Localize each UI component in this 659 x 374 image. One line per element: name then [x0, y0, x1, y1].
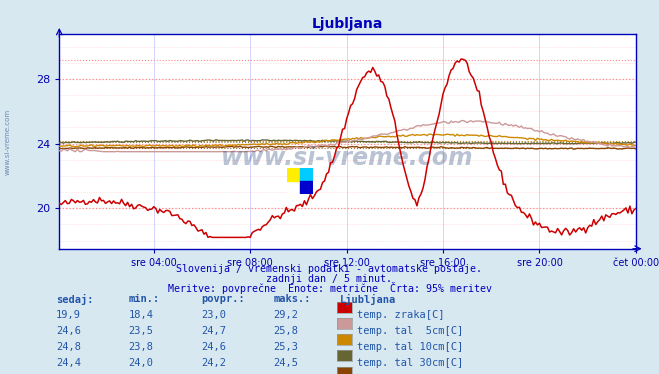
Text: Meritve: povprečne  Enote: metrične  Črta: 95% meritev: Meritve: povprečne Enote: metrične Črta:…	[167, 282, 492, 294]
Text: 19,9: 19,9	[56, 310, 81, 320]
Bar	[300, 168, 313, 181]
Text: sedaj:: sedaj:	[56, 294, 94, 304]
Text: www.si-vreme.com: www.si-vreme.com	[221, 146, 474, 171]
Text: maks.:: maks.:	[273, 294, 311, 304]
Text: temp. tal  5cm[C]: temp. tal 5cm[C]	[357, 326, 463, 336]
Text: 24,2: 24,2	[201, 358, 226, 368]
Text: 24,7: 24,7	[201, 326, 226, 336]
Text: povpr.:: povpr.:	[201, 294, 244, 304]
Text: temp. tal 10cm[C]: temp. tal 10cm[C]	[357, 342, 463, 352]
Text: 24,8: 24,8	[56, 342, 81, 352]
Text: temp. tal 30cm[C]: temp. tal 30cm[C]	[357, 358, 463, 368]
Bar	[287, 168, 300, 181]
Bar	[300, 181, 313, 194]
Text: 24,0: 24,0	[129, 358, 154, 368]
Text: temp. zraka[C]: temp. zraka[C]	[357, 310, 445, 320]
Text: min.:: min.:	[129, 294, 159, 304]
Text: 25,3: 25,3	[273, 342, 299, 352]
Text: Ljubljana: Ljubljana	[339, 294, 395, 304]
Title: Ljubljana: Ljubljana	[312, 17, 384, 31]
Text: 24,5: 24,5	[273, 358, 299, 368]
Text: 24,6: 24,6	[56, 326, 81, 336]
Text: Slovenija / vremenski podatki - avtomatske postaje.: Slovenija / vremenski podatki - avtomats…	[177, 264, 482, 274]
Text: 23,8: 23,8	[129, 342, 154, 352]
Text: www.si-vreme.com: www.si-vreme.com	[5, 109, 11, 175]
Text: 24,4: 24,4	[56, 358, 81, 368]
Text: 25,8: 25,8	[273, 326, 299, 336]
Text: 29,2: 29,2	[273, 310, 299, 320]
Text: 24,6: 24,6	[201, 342, 226, 352]
Text: 18,4: 18,4	[129, 310, 154, 320]
Text: 23,5: 23,5	[129, 326, 154, 336]
Text: 23,0: 23,0	[201, 310, 226, 320]
Text: zadnji dan / 5 minut.: zadnji dan / 5 minut.	[266, 274, 393, 284]
